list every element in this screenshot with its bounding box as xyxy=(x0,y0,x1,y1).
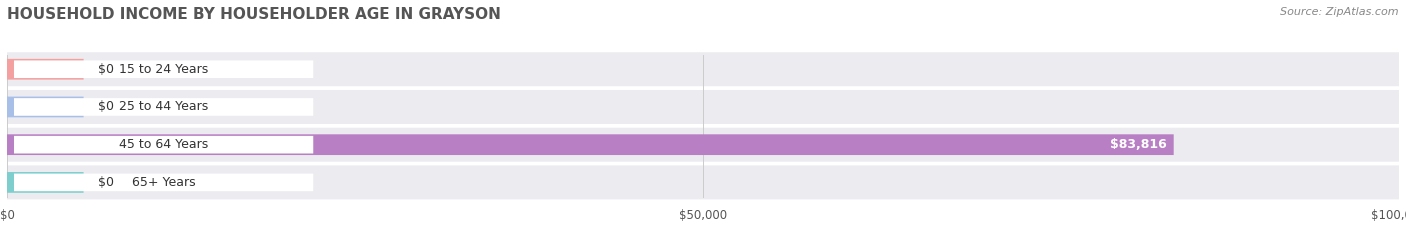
Text: 45 to 64 Years: 45 to 64 Years xyxy=(120,138,208,151)
FancyBboxPatch shape xyxy=(7,52,1399,86)
FancyBboxPatch shape xyxy=(14,98,314,116)
FancyBboxPatch shape xyxy=(7,59,83,80)
Text: 65+ Years: 65+ Years xyxy=(132,176,195,189)
Text: $0: $0 xyxy=(97,176,114,189)
Text: $0: $0 xyxy=(97,63,114,76)
Text: 25 to 44 Years: 25 to 44 Years xyxy=(120,100,208,113)
Text: Source: ZipAtlas.com: Source: ZipAtlas.com xyxy=(1281,7,1399,17)
FancyBboxPatch shape xyxy=(7,165,1399,199)
FancyBboxPatch shape xyxy=(14,136,314,154)
Text: HOUSEHOLD INCOME BY HOUSEHOLDER AGE IN GRAYSON: HOUSEHOLD INCOME BY HOUSEHOLDER AGE IN G… xyxy=(7,7,501,22)
FancyBboxPatch shape xyxy=(7,97,83,117)
FancyBboxPatch shape xyxy=(7,134,1174,155)
Text: $83,816: $83,816 xyxy=(1109,138,1167,151)
FancyBboxPatch shape xyxy=(7,172,83,193)
FancyBboxPatch shape xyxy=(7,128,1399,162)
Text: $0: $0 xyxy=(97,100,114,113)
FancyBboxPatch shape xyxy=(14,174,314,191)
FancyBboxPatch shape xyxy=(7,90,1399,124)
FancyBboxPatch shape xyxy=(14,60,314,78)
Text: 15 to 24 Years: 15 to 24 Years xyxy=(120,63,208,76)
